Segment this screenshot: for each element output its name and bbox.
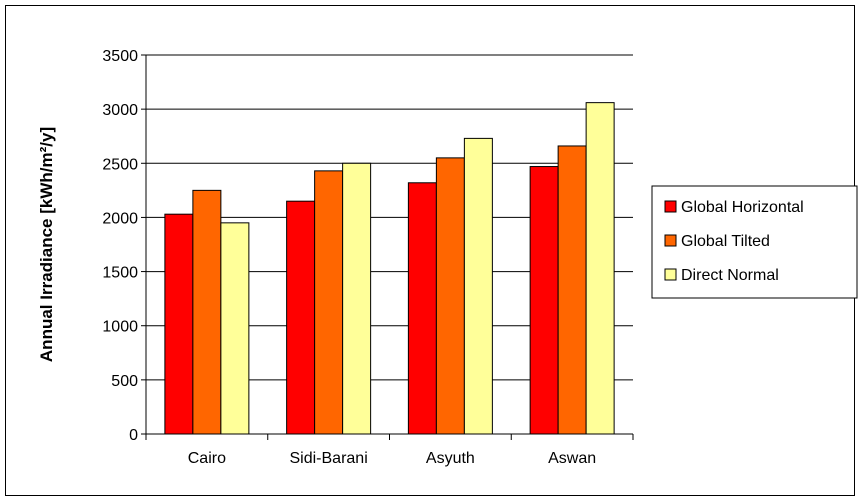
x-tick-labels: Cairo Sidi-Barani Asyuth Aswan <box>145 434 634 467</box>
bar-direct-normal-aswan <box>585 102 615 435</box>
bar-global-tilted-sidi-barani <box>314 170 344 435</box>
y-tick-label: 2000 <box>102 210 138 227</box>
y-tick-labels: 0 500 1000 1500 2000 2500 3000 3500 <box>102 48 146 444</box>
y-tick-label: 3500 <box>102 48 138 65</box>
bar-global-horizontal-cairo <box>164 213 194 435</box>
y-axis-title: Annual Irradiance [kWh/m²/y] <box>37 127 56 362</box>
y-tick-label: 500 <box>111 373 138 390</box>
x-tick-label: Asyuth <box>426 450 475 467</box>
legend-swatch <box>664 200 677 213</box>
legend-swatch <box>664 268 677 281</box>
legend-label: Global Horizontal <box>681 199 804 216</box>
legend: Global Horizontal Global Tilted Direct Nor… <box>651 185 858 299</box>
y-tick-label: 0 <box>129 427 138 444</box>
y-tick-label: 2500 <box>102 156 138 173</box>
bars <box>164 102 615 435</box>
bar-direct-normal-cairo <box>220 222 250 435</box>
bar-direct-normal-sidi-barani <box>342 162 372 435</box>
legend-label: Direct Normal <box>681 267 779 284</box>
bar-global-tilted-cairo <box>192 189 222 435</box>
y-tick-label: 1500 <box>102 265 138 282</box>
y-tick-label: 1000 <box>102 319 138 336</box>
y-tick-label: 3000 <box>102 102 138 119</box>
bar-global-horizontal-aswan <box>529 166 559 435</box>
bar-global-horizontal-sidi-barani <box>286 200 316 435</box>
legend-swatch <box>664 234 677 247</box>
x-tick-label: Cairo <box>188 450 226 467</box>
bar-direct-normal-asyuth <box>463 137 493 435</box>
x-tick-label: Sidi-Barani <box>289 450 367 467</box>
legend-box <box>651 185 858 299</box>
bar-global-tilted-asyuth <box>435 157 465 435</box>
bar-global-horizontal-asyuth <box>407 182 437 435</box>
bar-global-tilted-aswan <box>557 145 587 435</box>
legend-label: Global Tilted <box>681 233 770 250</box>
x-tick-label: Aswan <box>548 450 596 467</box>
